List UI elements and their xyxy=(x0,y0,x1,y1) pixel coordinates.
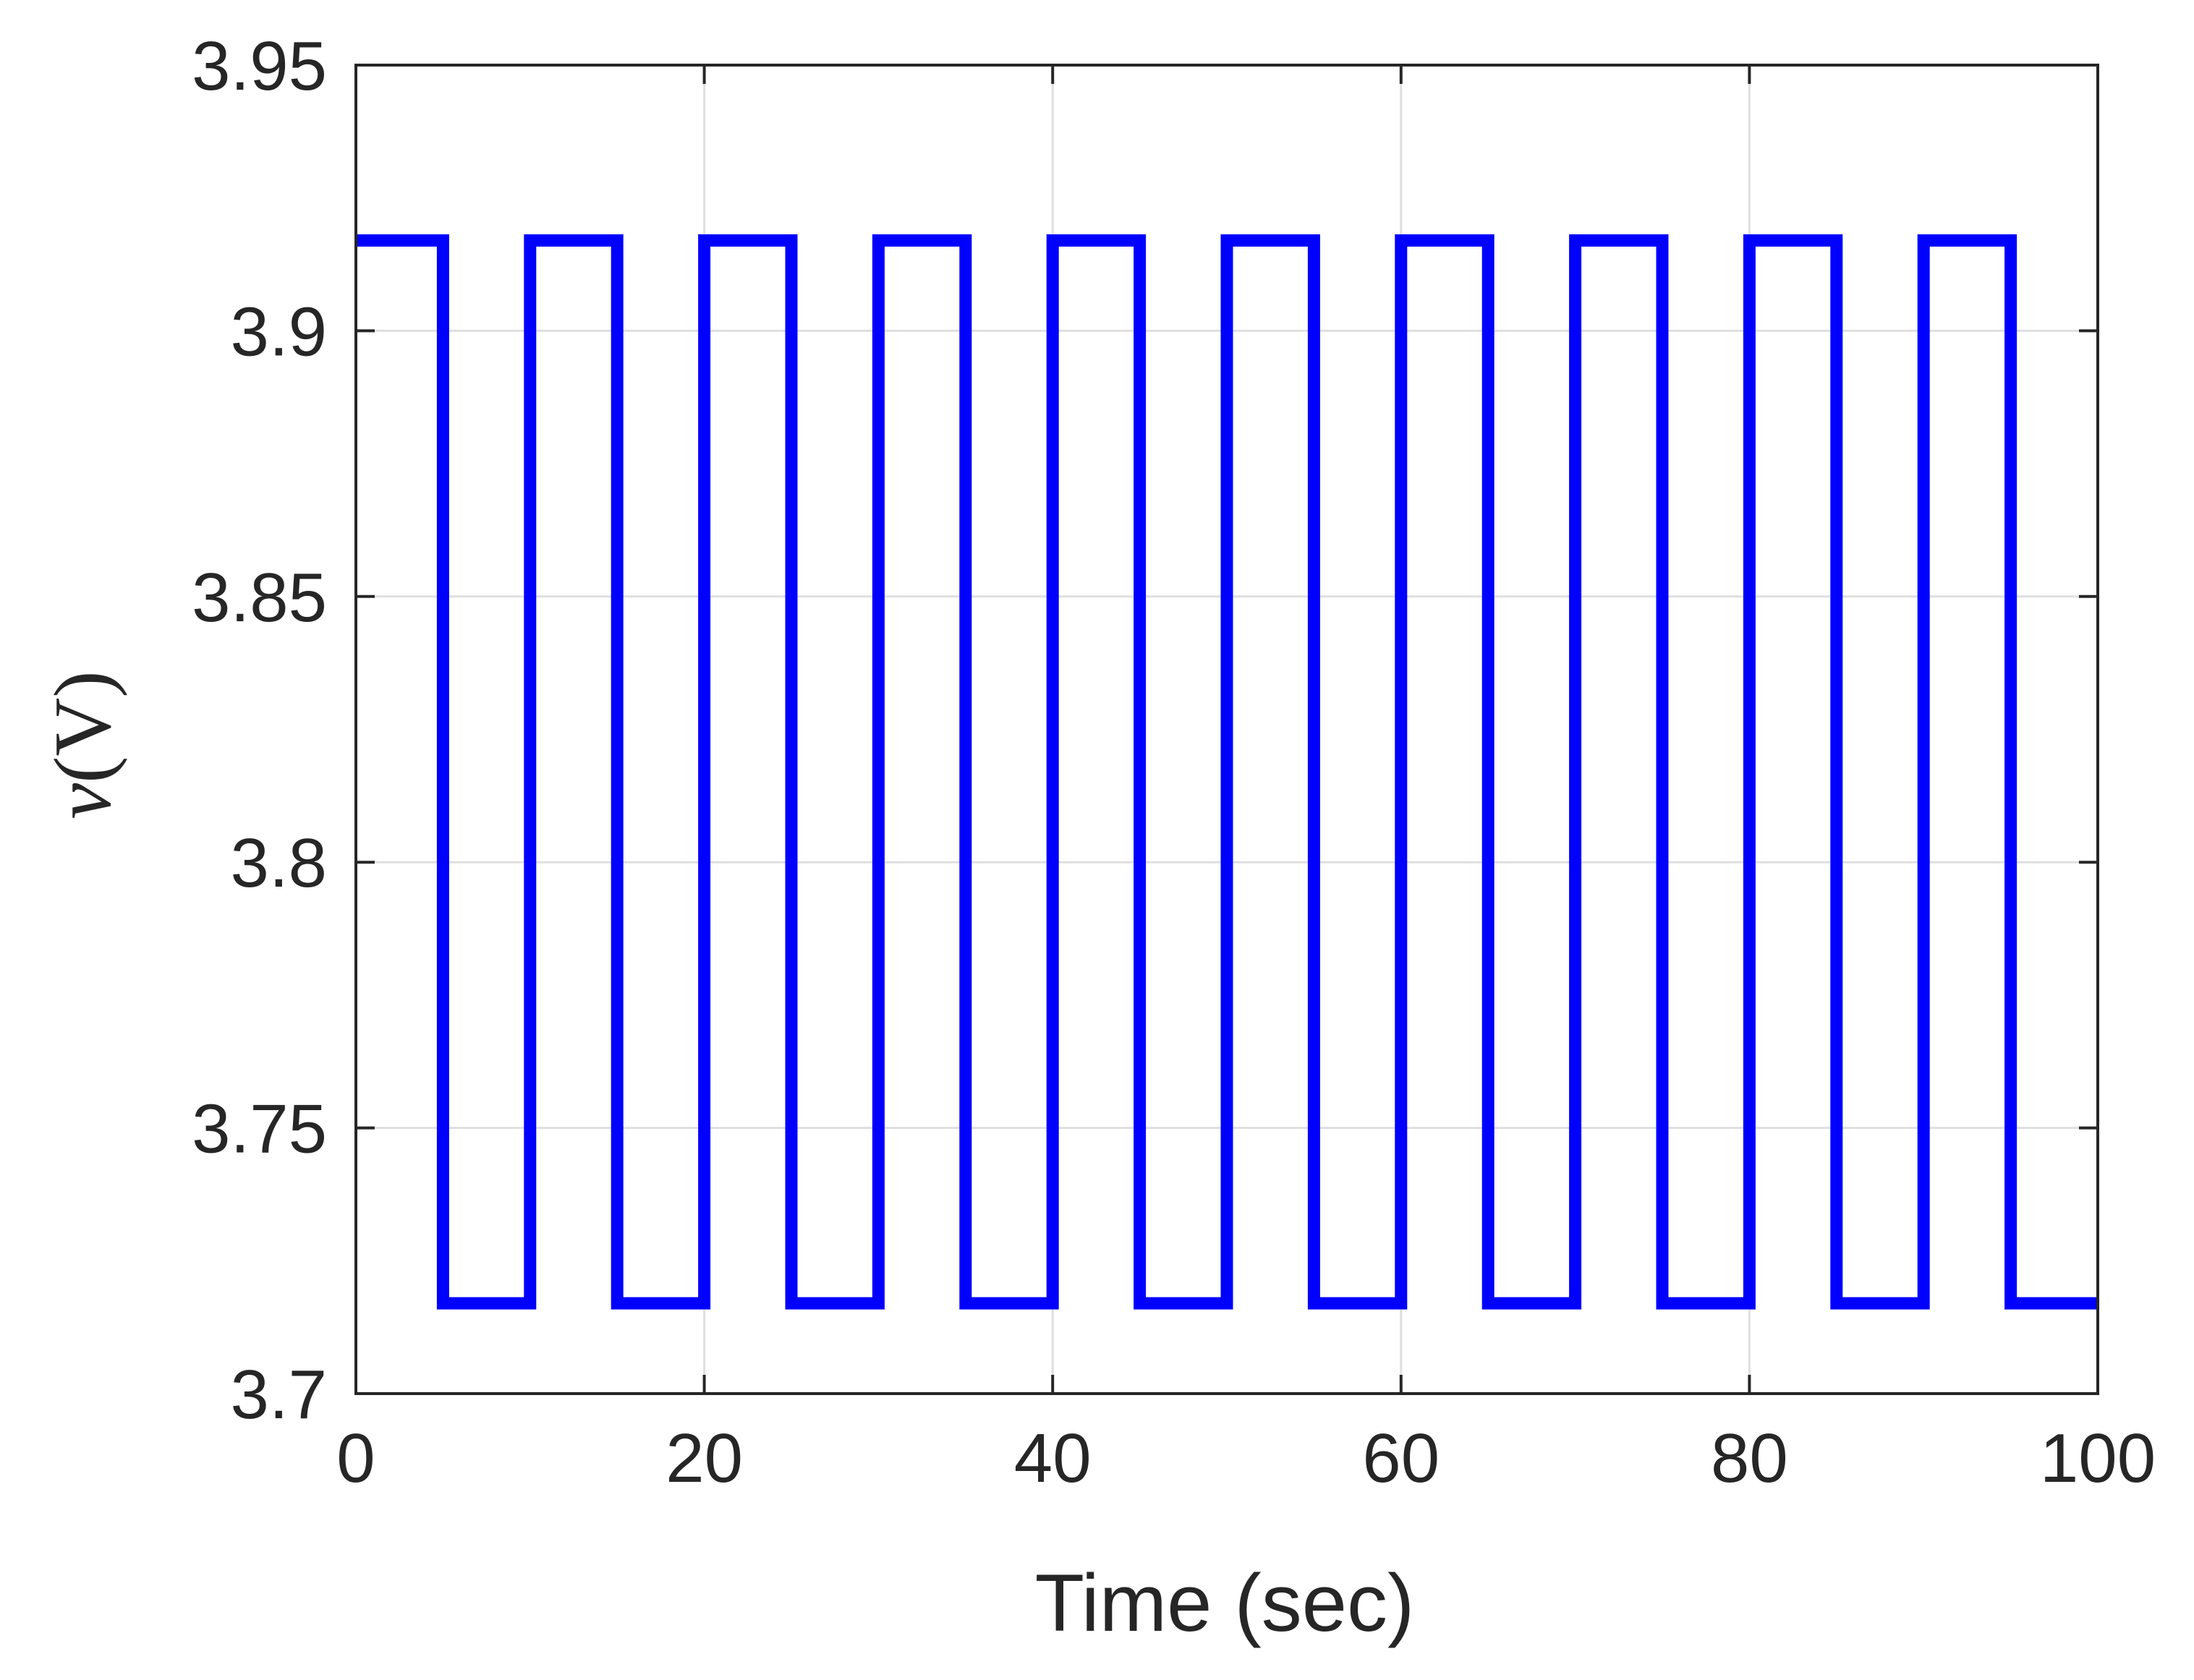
series-layer xyxy=(356,234,2098,1310)
x-tick-label: 40 xyxy=(1014,1420,1092,1497)
tick-labels: 0 20 40 60 80 100 3.7 3.75 3.8 3.85 3.9 3.95 xyxy=(192,27,2156,1497)
x-tick-label: 20 xyxy=(666,1420,743,1497)
x-tick-label: 60 xyxy=(1362,1420,1440,1497)
y-tick-label: 3.85 xyxy=(192,559,327,636)
y-tick-label: 3.95 xyxy=(192,27,327,105)
y-axis-label-symbol: v xyxy=(38,783,128,819)
y-axis-label: v(V) xyxy=(38,670,128,819)
y-tick-label: 3.7 xyxy=(231,1356,327,1433)
y-axis-label-unit: (V) xyxy=(38,670,128,783)
y-tick-label: 3.8 xyxy=(231,824,327,902)
axes-box xyxy=(354,64,2099,1395)
axes xyxy=(354,64,2099,1395)
x-tick-label: 100 xyxy=(2040,1420,2156,1497)
series-line-0 xyxy=(356,234,2098,1310)
y-tick-label: 3.75 xyxy=(192,1091,327,1168)
x-tick-label: 0 xyxy=(336,1420,375,1497)
y-tick-label: 3.9 xyxy=(231,293,327,370)
x-tick-label: 80 xyxy=(1711,1420,1788,1497)
x-axis-label: Time (sec) xyxy=(1035,1558,1415,1648)
